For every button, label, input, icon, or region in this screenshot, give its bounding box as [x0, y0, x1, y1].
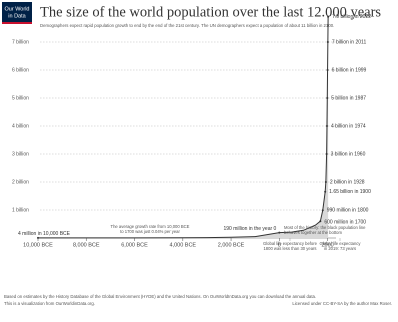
data-label: 6 billion in 1999 [332, 67, 367, 73]
data-label: 4 billion in 1974 [331, 123, 366, 129]
y-tick-label: 1 billion [12, 207, 29, 213]
data-label: 190 million in the year 0 [224, 226, 277, 232]
x-tick-label: 10,000 BCE [23, 242, 53, 248]
data-point [324, 181, 327, 183]
y-tick-label: 6 billion [12, 67, 29, 73]
data-point [321, 209, 324, 212]
license: Licensed under CC-BY-SA by the author Ma… [292, 301, 392, 306]
logo-text: Our World [5, 6, 30, 12]
data-point [278, 231, 281, 234]
data-label: 4 million in 10,000 BCE [18, 231, 71, 237]
data-label: 5 billion in 1987 [331, 95, 366, 101]
y-tick-label: 3 billion [12, 151, 29, 157]
x-tick-label: 4,000 BCE [169, 242, 196, 248]
data-point [325, 153, 328, 155]
logo-stripe [2, 22, 32, 24]
x-tick-label: 6,000 BCE [121, 242, 148, 248]
chart-title: The size of the world population over th… [40, 4, 381, 20]
x-tick-label: 8,000 BCE [73, 242, 100, 248]
logo-box [2, 2, 32, 24]
data-point [37, 236, 39, 239]
x-tick-label: 2000 [321, 242, 333, 248]
annotation: 1800 was less than 30 years [263, 246, 316, 251]
data-point [325, 125, 328, 127]
annotation: The average growth rate from 10,000 BCE [111, 224, 190, 229]
line [37, 16, 329, 239]
annotation: behaves together at the bottom [284, 230, 342, 235]
data-point [326, 97, 329, 99]
footer-note: This is a visualization from OurWorldinD… [4, 301, 95, 306]
chart-subtitle: Demographers expect rapid population gro… [40, 23, 334, 28]
data-label: 600 million in 1700 [324, 220, 366, 226]
x-tick-label: 0 [278, 242, 281, 248]
annotation: Global life expectancy [320, 241, 362, 246]
data-point [326, 69, 329, 71]
logo-text: in Data [8, 13, 26, 19]
y-tick-label: 5 billion [12, 95, 29, 101]
data-label: 990 million in 1800 [327, 208, 369, 214]
annotation: to 1700 was just 0.04% per year [120, 229, 180, 234]
data-point [327, 15, 330, 18]
annotation: Global life expectancy before [263, 241, 318, 246]
annotation: in 2019: 73 years [324, 246, 356, 251]
data-point [326, 41, 329, 43]
data-point [324, 190, 327, 193]
data-label: 7 billion in 2011 [332, 39, 367, 45]
data-label: 1.65 billion in 1900 [329, 189, 371, 195]
y-tick-label: 2 billion [12, 179, 29, 185]
x-tick-label: 2,000 BCE [218, 242, 245, 248]
data-label: 2 billion in 1928 [330, 179, 365, 185]
data-label: 3 billion in 1960 [331, 151, 366, 157]
y-tick-label: 4 billion [12, 123, 29, 129]
annotation: Most of the history: the black populatio… [284, 225, 366, 230]
data-label: 7.9 billion in 2022 [332, 14, 371, 20]
source-note: Based on estimates by the History Databa… [4, 294, 316, 299]
data-point [319, 220, 322, 223]
y-tick-label: 7 billion [12, 39, 29, 45]
